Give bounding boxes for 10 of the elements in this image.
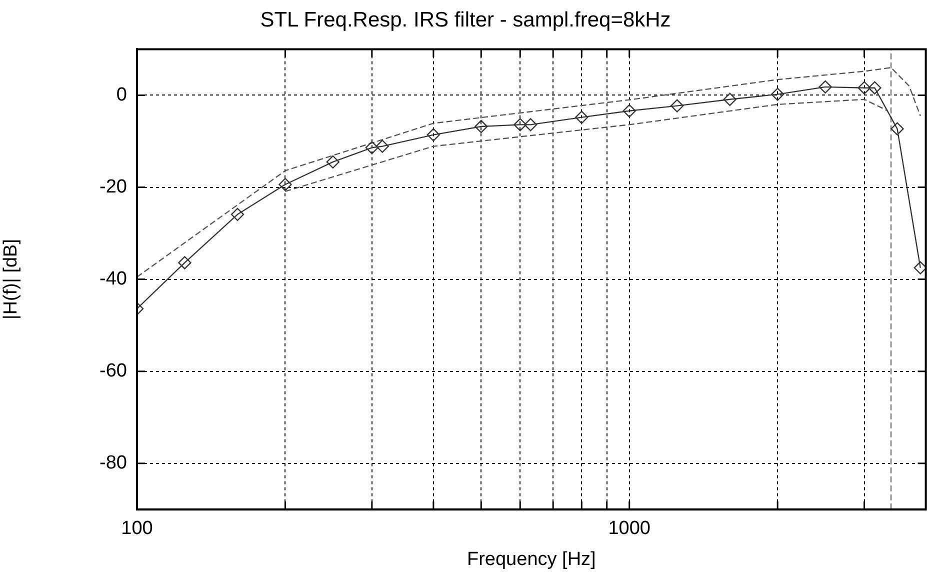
- y-tick-label: -80: [100, 452, 127, 474]
- y-tick-label: -20: [100, 176, 127, 198]
- x-tick-label: 100: [121, 518, 153, 540]
- y-tick-label: -60: [100, 360, 127, 382]
- y-tick-label: 0: [116, 84, 127, 106]
- x-axis-title: Frequency [Hz]: [466, 548, 596, 570]
- y-axis-title: |H(f)| [dB]: [0, 238, 22, 320]
- x-tick-label: 1000: [608, 518, 651, 540]
- y-tick-label: -40: [100, 268, 127, 290]
- chart-title: STL Freq.Resp. IRS filter - sampl.freq=8kHz: [260, 8, 671, 32]
